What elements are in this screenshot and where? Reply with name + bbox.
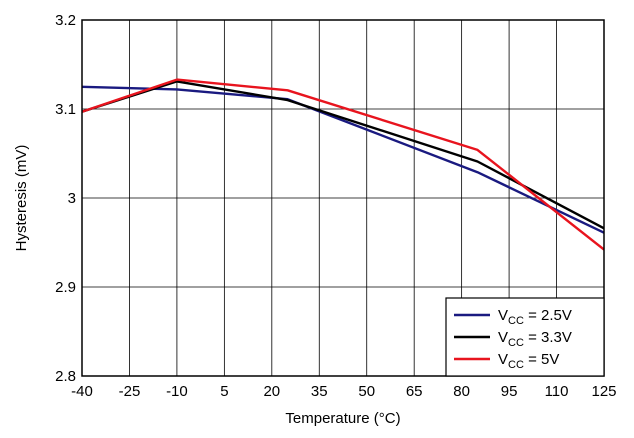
plot-frame [81, 19, 605, 377]
x-tick-label: -40 [71, 383, 93, 400]
x-tick-label: 20 [263, 383, 280, 400]
legend-label: VCC = 3.3V [498, 329, 572, 349]
x-tick-label: 5 [220, 383, 228, 400]
x-tick-label: -25 [119, 383, 141, 400]
y-tick-label: 2.8 [55, 368, 76, 385]
y-tick-label: 3.2 [55, 12, 76, 29]
y-tick-label: 2.9 [55, 279, 76, 296]
tick-labels: -40 -25 -10 5 20 35 50 65 80 95 110 125 2.8 2.9 3 3.1 3.… [55, 12, 616, 400]
x-tick-label: 65 [406, 383, 423, 400]
series-line [81, 78, 605, 251]
series-lines [81, 78, 605, 251]
y-tick-label: 3.1 [55, 101, 76, 118]
x-axis-label: Temperature (°C) [285, 410, 400, 427]
x-tick-label: -10 [166, 383, 188, 400]
y-tick-label: 3 [68, 190, 76, 207]
legend-label: VCC = 2.5V [498, 307, 572, 327]
x-tick-label: 125 [591, 383, 616, 400]
x-tick-label: 95 [501, 383, 518, 400]
y-axis-label: Hysteresis (mV) [13, 145, 30, 252]
x-tick-label: 110 [545, 383, 569, 400]
x-tick-label: 80 [453, 383, 470, 400]
x-tick-label: 35 [311, 383, 328, 400]
x-tick-label: 50 [358, 383, 375, 400]
series-line [81, 80, 605, 230]
legend-label: VCC = 5V [498, 351, 559, 371]
